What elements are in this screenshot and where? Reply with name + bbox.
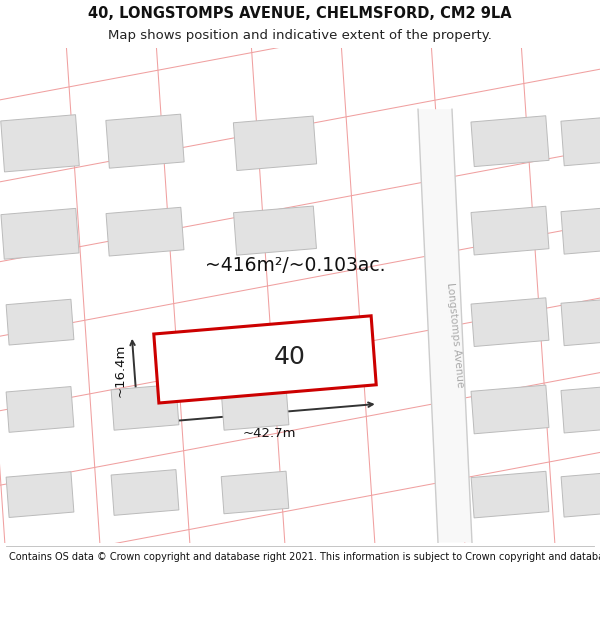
Polygon shape <box>233 206 316 255</box>
Polygon shape <box>561 299 600 346</box>
Polygon shape <box>233 116 317 171</box>
Polygon shape <box>561 472 600 517</box>
Polygon shape <box>561 207 600 254</box>
Polygon shape <box>471 471 549 518</box>
Text: 40: 40 <box>274 345 306 369</box>
Polygon shape <box>111 469 179 516</box>
Polygon shape <box>6 472 74 518</box>
Polygon shape <box>6 386 74 432</box>
Polygon shape <box>471 206 549 255</box>
Polygon shape <box>471 298 549 346</box>
Polygon shape <box>106 208 184 256</box>
Polygon shape <box>106 114 184 168</box>
Polygon shape <box>221 471 289 514</box>
Polygon shape <box>221 384 289 430</box>
Polygon shape <box>561 386 600 433</box>
Polygon shape <box>1 115 79 172</box>
Text: ~42.7m: ~42.7m <box>242 427 296 440</box>
Polygon shape <box>111 384 179 430</box>
Polygon shape <box>561 117 600 166</box>
Polygon shape <box>418 109 472 542</box>
Text: Contains OS data © Crown copyright and database right 2021. This information is : Contains OS data © Crown copyright and d… <box>9 552 600 562</box>
Polygon shape <box>1 208 79 259</box>
Polygon shape <box>471 116 549 167</box>
Polygon shape <box>471 385 549 434</box>
Polygon shape <box>154 316 376 403</box>
Text: Longstomps Avenue: Longstomps Avenue <box>445 282 465 388</box>
Text: ~416m²/~0.103ac.: ~416m²/~0.103ac. <box>205 256 385 275</box>
Text: Map shows position and indicative extent of the property.: Map shows position and indicative extent… <box>108 29 492 42</box>
Text: ~16.4m: ~16.4m <box>113 344 127 397</box>
Polygon shape <box>6 299 74 345</box>
Text: 40, LONGSTOMPS AVENUE, CHELMSFORD, CM2 9LA: 40, LONGSTOMPS AVENUE, CHELMSFORD, CM2 9… <box>88 6 512 21</box>
